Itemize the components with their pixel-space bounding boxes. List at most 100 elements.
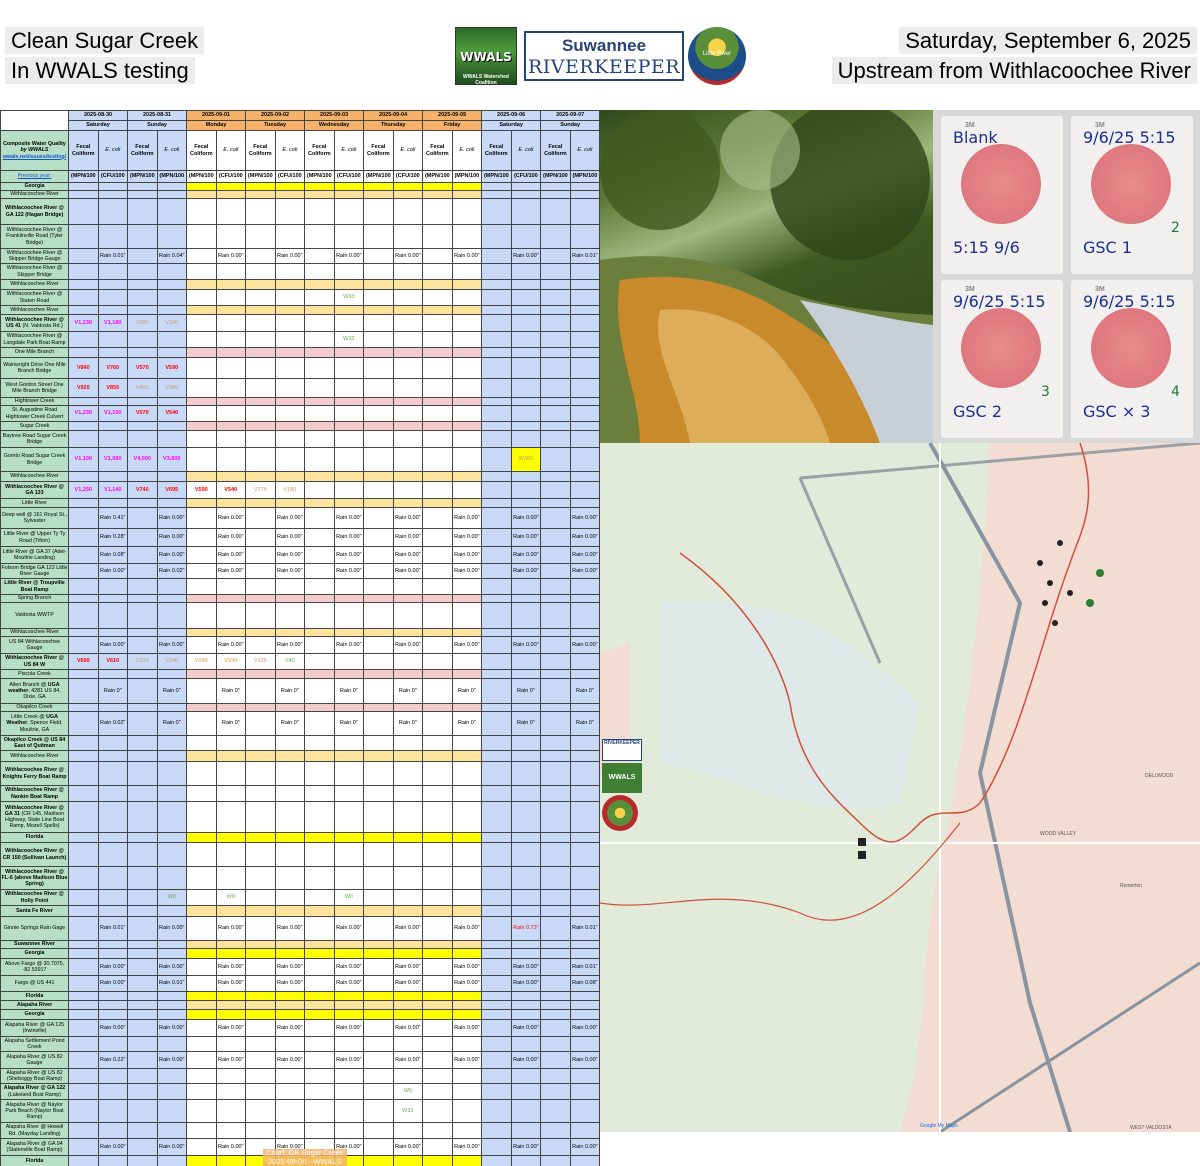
data-cell[interactable]: Rain 0.00": [215, 1051, 247, 1069]
data-cell[interactable]: [510, 1099, 542, 1123]
data-cell[interactable]: [245, 1051, 276, 1069]
data-cell[interactable]: V240: [156, 653, 188, 670]
data-cell[interactable]: [363, 653, 394, 670]
data-cell[interactable]: [304, 263, 335, 280]
data-cell[interactable]: [451, 198, 483, 225]
data-cell[interactable]: [97, 224, 129, 249]
data-cell[interactable]: [68, 958, 99, 976]
data-cell[interactable]: [215, 905, 247, 917]
data-cell[interactable]: [274, 1122, 306, 1139]
data-cell[interactable]: [245, 866, 276, 890]
data-cell[interactable]: Rain 0.00": [215, 528, 247, 547]
data-cell[interactable]: [333, 224, 365, 249]
data-cell[interactable]: [274, 1068, 306, 1084]
data-cell[interactable]: [68, 263, 99, 280]
data-cell[interactable]: [451, 1009, 483, 1020]
data-cell[interactable]: [156, 263, 188, 280]
data-cell[interactable]: [274, 628, 306, 637]
data-cell[interactable]: [245, 889, 276, 906]
data-cell[interactable]: [481, 498, 512, 508]
data-cell[interactable]: [422, 669, 453, 679]
data-cell[interactable]: [569, 735, 600, 751]
data-cell[interactable]: Rain 0.00": [156, 507, 188, 529]
data-cell[interactable]: [392, 289, 424, 306]
data-cell[interactable]: [422, 866, 453, 890]
data-cell[interactable]: Rain 0.00": [156, 1051, 188, 1069]
map[interactable]: RIVERKEEPER WWALS Google My Maps WEST VA…: [600, 443, 1200, 1132]
data-cell[interactable]: [68, 331, 99, 348]
data-cell[interactable]: Rain 0.00": [392, 248, 424, 264]
data-cell[interactable]: [422, 1009, 453, 1020]
data-cell[interactable]: [186, 785, 217, 802]
data-cell[interactable]: [363, 735, 394, 751]
data-cell[interactable]: [156, 594, 188, 603]
data-cell[interactable]: [245, 190, 276, 199]
data-cell[interactable]: V40: [274, 653, 306, 670]
data-cell[interactable]: [540, 1000, 571, 1010]
data-cell[interactable]: [68, 761, 99, 786]
data-cell[interactable]: [304, 948, 335, 959]
data-cell[interactable]: [304, 628, 335, 637]
data-cell[interactable]: [451, 735, 483, 751]
data-cell[interactable]: [215, 430, 247, 448]
data-cell[interactable]: [569, 1122, 600, 1139]
data-cell[interactable]: [333, 905, 365, 917]
data-cell[interactable]: Rain 0.00": [274, 975, 306, 992]
data-cell[interactable]: [333, 991, 365, 1001]
data-cell[interactable]: [363, 1155, 394, 1166]
data-cell[interactable]: [392, 397, 424, 406]
data-cell[interactable]: [510, 471, 542, 482]
data-cell[interactable]: [245, 628, 276, 637]
data-cell[interactable]: V340: [156, 314, 188, 332]
data-cell[interactable]: [363, 940, 394, 949]
data-cell[interactable]: [392, 190, 424, 199]
data-cell[interactable]: [245, 347, 276, 358]
data-cell[interactable]: [186, 263, 217, 280]
data-cell[interactable]: [68, 1036, 99, 1052]
data-cell[interactable]: [451, 378, 483, 398]
data-cell[interactable]: [451, 948, 483, 959]
data-cell[interactable]: [510, 357, 542, 379]
data-cell[interactable]: [186, 471, 217, 482]
data-cell[interactable]: [363, 1068, 394, 1084]
data-cell[interactable]: [186, 331, 217, 348]
data-cell[interactable]: [481, 866, 512, 890]
data-cell[interactable]: [510, 198, 542, 225]
data-cell[interactable]: [569, 801, 600, 833]
data-cell[interactable]: [422, 975, 453, 992]
data-cell[interactable]: [333, 405, 365, 422]
data-cell[interactable]: [245, 669, 276, 679]
data-cell[interactable]: [186, 1138, 217, 1156]
data-cell[interactable]: [333, 785, 365, 802]
data-cell[interactable]: [363, 1083, 394, 1100]
data-cell[interactable]: [510, 279, 542, 290]
data-cell[interactable]: [451, 669, 483, 679]
data-cell[interactable]: [422, 940, 453, 949]
data-cell[interactable]: [422, 357, 453, 379]
data-cell[interactable]: [97, 1099, 129, 1123]
data-cell[interactable]: [68, 889, 99, 906]
data-cell[interactable]: [569, 198, 600, 225]
data-cell[interactable]: [422, 331, 453, 348]
data-cell[interactable]: [569, 991, 600, 1001]
data-cell[interactable]: [186, 289, 217, 306]
data-cell[interactable]: [333, 1099, 365, 1123]
data-cell[interactable]: [215, 1099, 247, 1123]
data-cell[interactable]: [215, 785, 247, 802]
data-cell[interactable]: [127, 1083, 158, 1100]
data-cell[interactable]: [510, 1036, 542, 1052]
data-cell[interactable]: [363, 498, 394, 508]
data-cell[interactable]: [245, 975, 276, 992]
data-cell[interactable]: [68, 1122, 99, 1139]
data-cell[interactable]: [304, 1019, 335, 1037]
data-cell[interactable]: [333, 498, 365, 508]
data-cell[interactable]: [97, 628, 129, 637]
data-cell[interactable]: [333, 842, 365, 867]
data-cell[interactable]: [540, 842, 571, 867]
data-cell[interactable]: [245, 1068, 276, 1084]
data-cell[interactable]: [481, 1036, 512, 1052]
data-cell[interactable]: Rain 0.00": [510, 1138, 542, 1156]
data-cell[interactable]: [215, 948, 247, 959]
data-cell[interactable]: [68, 750, 99, 762]
data-cell[interactable]: [186, 1000, 217, 1010]
